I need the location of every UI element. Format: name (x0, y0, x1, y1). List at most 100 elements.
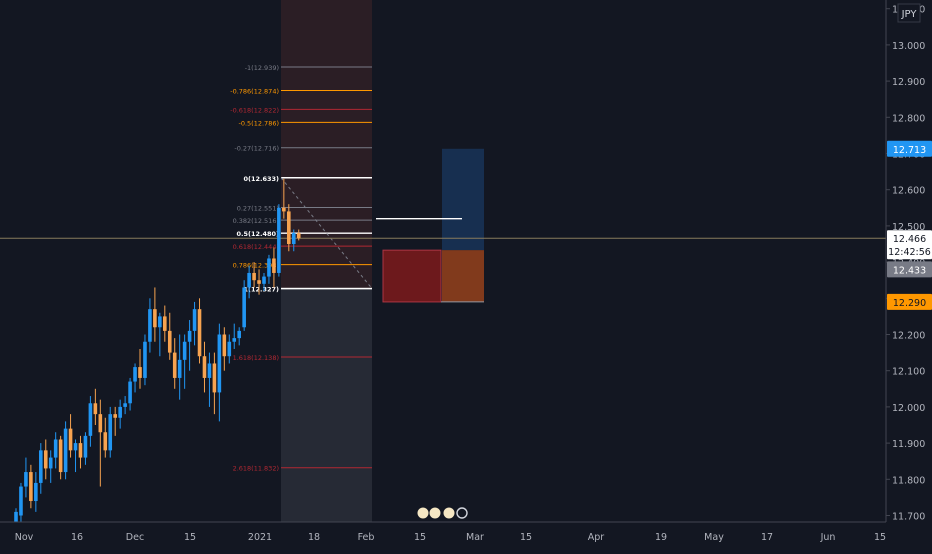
candle[interactable] (247, 265, 251, 299)
candle[interactable] (128, 377, 132, 411)
candle[interactable] (262, 272, 266, 292)
candle-body (43, 450, 48, 469)
candle[interactable] (222, 327, 227, 371)
price-label-box (887, 261, 932, 278)
candle[interactable] (88, 396, 93, 447)
x-tick-label: Feb (358, 532, 375, 543)
candle[interactable] (158, 312, 162, 357)
candle[interactable] (192, 301, 197, 346)
event-icon[interactable] (442, 506, 456, 520)
candle[interactable] (48, 450, 53, 483)
candle[interactable] (113, 406, 117, 436)
event-icon[interactable] (428, 506, 442, 520)
x-tick-label: 15 (520, 532, 532, 543)
candle[interactable] (83, 432, 88, 465)
candle[interactable] (108, 406, 113, 458)
candle[interactable] (277, 204, 281, 277)
candle[interactable] (237, 327, 241, 346)
candle-body (277, 207, 281, 273)
x-tick-label: Apr (588, 532, 605, 543)
candle[interactable] (78, 435, 83, 469)
candle[interactable] (19, 482, 23, 523)
candle[interactable] (227, 334, 232, 364)
y-tick-label: 12.600 (892, 186, 925, 197)
event-icon-outline[interactable] (456, 507, 468, 519)
candle[interactable] (212, 352, 217, 415)
candle[interactable] (296, 229, 301, 241)
candle[interactable] (197, 298, 202, 364)
currency-badge[interactable]: JPY (901, 9, 918, 20)
fib-level-label: -0.5(12.786) (239, 119, 280, 127)
candle-body (78, 443, 83, 458)
candle[interactable] (123, 396, 127, 415)
candle[interactable] (272, 247, 276, 288)
event-icon[interactable] (416, 506, 430, 520)
candle[interactable] (138, 348, 142, 389)
price-label[interactable]: 12.466 (887, 230, 932, 247)
candle[interactable] (118, 399, 122, 429)
candle-body (48, 457, 53, 469)
candle[interactable] (58, 435, 63, 480)
candle[interactable] (257, 269, 261, 295)
candle-body (34, 482, 38, 502)
candle[interactable] (242, 280, 246, 331)
candle[interactable] (29, 464, 33, 509)
candle[interactable] (187, 320, 192, 371)
candle[interactable] (63, 421, 68, 480)
candle[interactable] (287, 204, 291, 252)
price-label[interactable]: 12.713 (887, 140, 932, 157)
candle[interactable] (172, 338, 177, 389)
candle[interactable] (98, 399, 103, 487)
candle[interactable] (39, 443, 43, 494)
candle-body (212, 363, 217, 393)
candle[interactable] (153, 287, 157, 342)
x-tick-label: Jun (820, 532, 836, 543)
x-tick-label: 19 (655, 532, 667, 543)
candle[interactable] (217, 323, 222, 422)
price-label-text: 12:42:56 (888, 247, 931, 258)
fib-level-label: 0.382(12.516) (233, 217, 279, 225)
candle[interactable] (291, 229, 296, 252)
candle[interactable] (202, 341, 207, 393)
candle[interactable] (167, 312, 172, 360)
stop-zone-right[interactable] (442, 250, 484, 302)
candle-body (217, 334, 222, 393)
fib-level-label: 0.618(12.444) (233, 243, 279, 251)
candle[interactable] (177, 334, 182, 400)
price-label[interactable]: 12.433 (887, 261, 932, 278)
candle[interactable] (133, 363, 137, 393)
candle[interactable] (68, 414, 73, 458)
candle-body (118, 406, 122, 418)
x-tick-label: 15 (184, 532, 196, 543)
x-tick-label: 2021 (248, 532, 272, 543)
candle[interactable] (73, 439, 78, 473)
candle[interactable] (232, 323, 237, 349)
candle[interactable] (34, 472, 38, 512)
candle[interactable] (252, 262, 256, 288)
price-label[interactable]: 12.290 (887, 293, 932, 310)
candle[interactable] (43, 439, 48, 480)
candle[interactable] (93, 388, 98, 425)
candle[interactable] (182, 334, 187, 389)
target-zone[interactable] (442, 148, 484, 251)
x-tick-label: Mar (466, 532, 484, 543)
x-tick-label: 15 (414, 532, 426, 543)
candle-body (232, 338, 237, 342)
candle[interactable] (148, 298, 152, 353)
fib-level-label: 2.618(11.832) (233, 465, 279, 473)
candle[interactable] (53, 432, 58, 469)
y-tick-label: 11.800 (892, 475, 925, 486)
stop-zone[interactable] (382, 249, 442, 303)
candle[interactable] (24, 457, 28, 498)
candle[interactable] (267, 254, 271, 284)
candle[interactable] (143, 334, 147, 386)
price-label-text: 12.466 (893, 234, 926, 245)
candle[interactable] (282, 178, 286, 219)
currency-badge-box[interactable] (897, 3, 921, 23)
candle[interactable] (163, 305, 167, 342)
candle[interactable] (207, 352, 212, 407)
price-label[interactable]: 12:42:56 (887, 243, 932, 260)
candle[interactable] (103, 417, 108, 458)
